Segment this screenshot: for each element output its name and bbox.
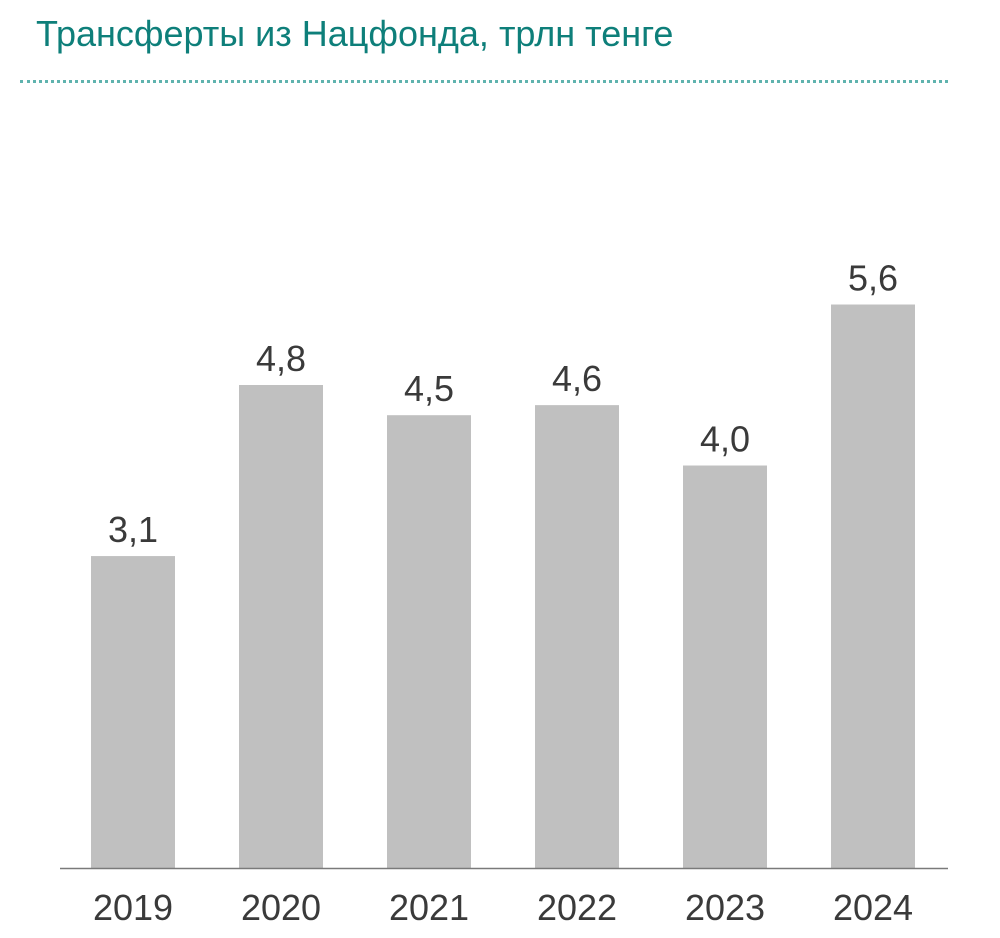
x-tick-label-2022: 2022 [537,887,617,928]
x-tick-label-2020: 2020 [241,887,321,928]
value-label-2024: 5,6 [848,258,898,299]
value-label-2022: 4,6 [552,358,602,399]
bar-2024 [831,304,915,868]
value-label-2020: 4,8 [256,338,306,379]
bar-2021 [387,415,471,868]
x-tick-label-2023: 2023 [685,887,765,928]
title-divider [20,80,948,83]
value-labels-layer: 3,1 4,8 4,5 4,6 4,0 5,6 [108,258,898,551]
value-label-2023: 4,0 [700,419,750,460]
x-tick-label-2019: 2019 [93,887,173,928]
bar-2020 [239,385,323,868]
bar-2019 [91,556,175,868]
x-tick-labels-layer: 2019 2020 2021 2022 2023 2024 [93,887,913,928]
chart-title: Трансферты из Нацфонда, трлн тенге [36,13,674,54]
x-tick-label-2024: 2024 [833,887,913,928]
bar-2023 [683,465,767,868]
value-label-2019: 3,1 [108,509,158,550]
value-label-2021: 4,5 [404,368,454,409]
x-tick-label-2021: 2021 [389,887,469,928]
bars-layer [91,304,915,868]
bar-2022 [535,405,619,868]
